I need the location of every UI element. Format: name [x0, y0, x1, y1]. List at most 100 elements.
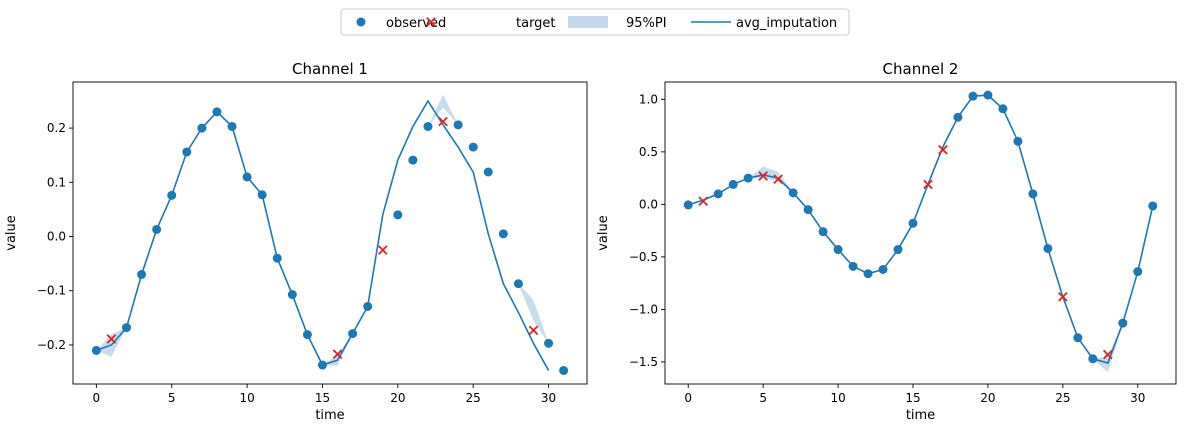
observed-point — [152, 224, 162, 234]
observed-point — [1133, 267, 1143, 277]
observed-point — [544, 338, 554, 348]
x-tick-label: 10 — [830, 391, 845, 405]
observed-point — [257, 190, 267, 200]
chart-title: Channel 2 — [883, 60, 959, 78]
y-tick-label: 0.1 — [47, 175, 66, 189]
target-point — [1058, 291, 1068, 302]
y-tick-label: −0.1 — [37, 284, 66, 298]
observed-point — [1148, 201, 1158, 211]
legend-label: 95%PI — [626, 16, 667, 31]
x-tick-label: 20 — [980, 391, 995, 405]
y-tick-label: 1.0 — [639, 92, 658, 106]
observed-point — [242, 172, 252, 182]
target-point — [438, 116, 448, 127]
target-point — [758, 171, 768, 181]
observed-point — [728, 179, 738, 189]
observed-point — [287, 290, 297, 300]
observed-point — [363, 301, 373, 311]
legend-pi-band — [568, 16, 608, 28]
observed-point — [317, 360, 327, 370]
target-point — [106, 334, 117, 344]
target-point — [938, 144, 948, 155]
observed-point — [212, 107, 222, 117]
observed-point — [1118, 318, 1128, 328]
x-tick-label: 5 — [168, 391, 176, 405]
pi95-band — [748, 166, 1123, 373]
observed-point — [1088, 354, 1098, 364]
observed-point — [908, 218, 918, 228]
legend: observed target 95%PI avg_imputation — [340, 8, 850, 36]
chart-panel-channel-1: 0 5 10 15 20 25 30 −0.2 −0.1 0.0 0.1 0.2 Channel 1 ti… — [4, 60, 588, 423]
x-tick-label: 0 — [684, 391, 692, 405]
observed-point — [468, 142, 478, 152]
target-point — [698, 196, 709, 207]
observed-point — [1073, 333, 1083, 343]
target-point — [377, 245, 388, 255]
observed-point — [182, 147, 192, 157]
observed-point — [167, 190, 177, 200]
x-tick-label: 10 — [239, 391, 254, 405]
target-point — [528, 325, 539, 336]
observed-point — [848, 261, 858, 271]
x-tick-label: 5 — [759, 391, 767, 405]
observed-point — [1028, 189, 1038, 199]
legend-label: avg_imputation — [736, 16, 837, 31]
y-axis-label: value — [596, 215, 611, 251]
x-tick-label: 15 — [905, 391, 920, 405]
observed-point — [863, 269, 873, 279]
x-tick-label: 30 — [1130, 391, 1145, 405]
y-tick-label: −0.5 — [629, 250, 658, 264]
observed-point — [91, 345, 101, 355]
observed-point — [408, 155, 418, 165]
observed-point — [1013, 136, 1023, 146]
observed-point — [559, 365, 569, 375]
x-axis-label: time — [315, 408, 344, 423]
y-tick-label: −0.2 — [37, 338, 66, 352]
observed-point — [498, 229, 508, 239]
legend-target-marker — [426, 17, 436, 27]
observed-point — [983, 90, 993, 100]
y-tick-label: −1.0 — [629, 302, 658, 316]
x-axis-label: time — [906, 408, 935, 423]
observed-point — [998, 104, 1008, 114]
y-tick-label: 0.0 — [47, 230, 66, 244]
x-tick-label: 30 — [541, 391, 556, 405]
y-tick-label: 0.5 — [639, 145, 658, 159]
legend-label: observed — [386, 16, 446, 31]
observed-point — [137, 269, 147, 279]
observed-point — [423, 121, 433, 131]
observed-point — [953, 112, 963, 122]
observed-point — [683, 200, 693, 210]
legend-observed-marker — [356, 17, 366, 27]
legend-label: target — [516, 16, 556, 31]
observed-point — [893, 245, 903, 255]
y-tick-label: 0.0 — [639, 197, 658, 211]
target-point — [923, 179, 933, 190]
observed-point — [227, 121, 237, 131]
observed-point — [743, 173, 753, 183]
pi95-band — [96, 94, 549, 366]
chart-title: Channel 1 — [292, 60, 368, 78]
y-tick-label: 0.2 — [47, 121, 66, 135]
observed-point — [122, 323, 132, 333]
target-point — [332, 349, 343, 360]
observed-point — [968, 91, 978, 101]
observed-point — [803, 205, 813, 215]
chart-panel-channel-2: 0 5 10 15 20 25 30 −1.5 −1.0 −0.5 0.0 0.5 1.0 Channel… — [596, 60, 1177, 423]
observed-point — [713, 189, 723, 199]
y-tick-label: −1.5 — [629, 355, 658, 369]
y-axis-label: value — [4, 215, 19, 251]
x-tick-label: 15 — [315, 391, 330, 405]
observed-point — [788, 188, 798, 198]
observed-point — [272, 253, 282, 263]
x-tick-label: 25 — [1055, 391, 1070, 405]
observed-point — [818, 227, 828, 237]
target-point — [773, 174, 783, 185]
observed-point — [348, 329, 358, 339]
x-tick-label: 25 — [466, 391, 481, 405]
observed-point — [302, 330, 312, 340]
observed-point — [833, 245, 843, 255]
axes-frame — [664, 81, 1177, 385]
observed-point — [878, 265, 888, 275]
